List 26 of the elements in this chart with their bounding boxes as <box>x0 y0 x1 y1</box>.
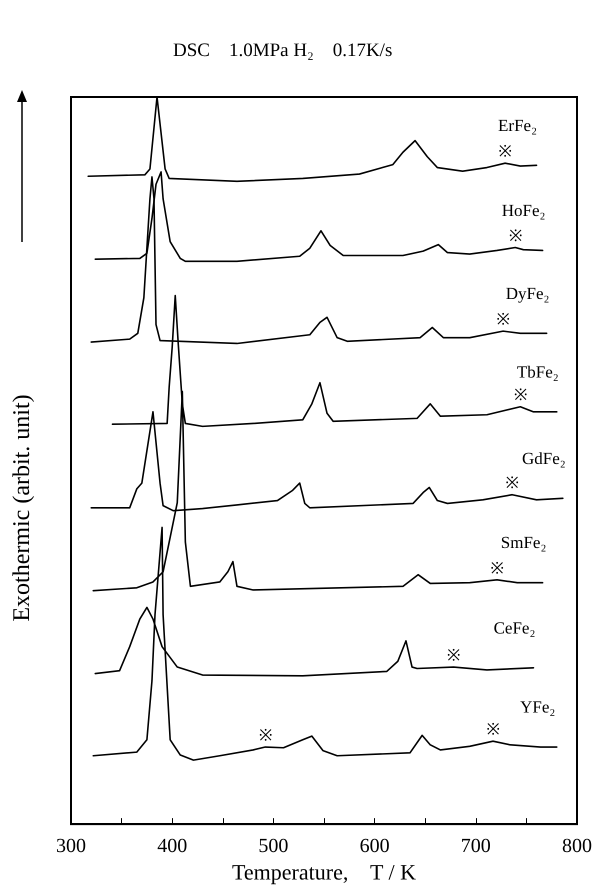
x-tick-label: 800 <box>562 835 592 858</box>
annotation: ※ <box>514 387 527 404</box>
series-label: ErFe₂ <box>498 116 538 135</box>
annotation: ※ <box>506 475 519 492</box>
annotation: ※ <box>486 722 500 739</box>
x-tick-label: 300 <box>56 835 86 858</box>
chart-title: DSC 1.0MPa H₂ 0.17K/s <box>173 40 392 61</box>
annotation: ※ <box>258 728 272 745</box>
annotation: ※ <box>496 312 510 329</box>
series-label: GdFe₂ <box>522 448 566 468</box>
series-label: HoFe₂ <box>502 200 546 220</box>
series-label: SmFe₂ <box>500 533 546 552</box>
series-label: CeFe₂ <box>494 618 536 638</box>
x-tick-label: 700 <box>460 835 491 858</box>
x-tick-label: 600 <box>360 835 390 858</box>
series-label: YFe₂ <box>520 698 556 717</box>
annotation: ※ <box>447 648 460 665</box>
x-tick-label: 500 <box>258 835 288 858</box>
annotation: ※ <box>508 228 522 246</box>
annotation: ※ <box>490 560 504 578</box>
x-axis-title: Temperature, T / K <box>232 860 416 884</box>
annotation: ※ <box>498 144 512 161</box>
y-axis-title: Exothermic (arbit. unit) <box>9 394 35 622</box>
series-label: DyFe₂ <box>506 284 550 303</box>
series-label: TbFe₂ <box>516 362 559 382</box>
x-tick-label: 400 <box>157 835 188 858</box>
